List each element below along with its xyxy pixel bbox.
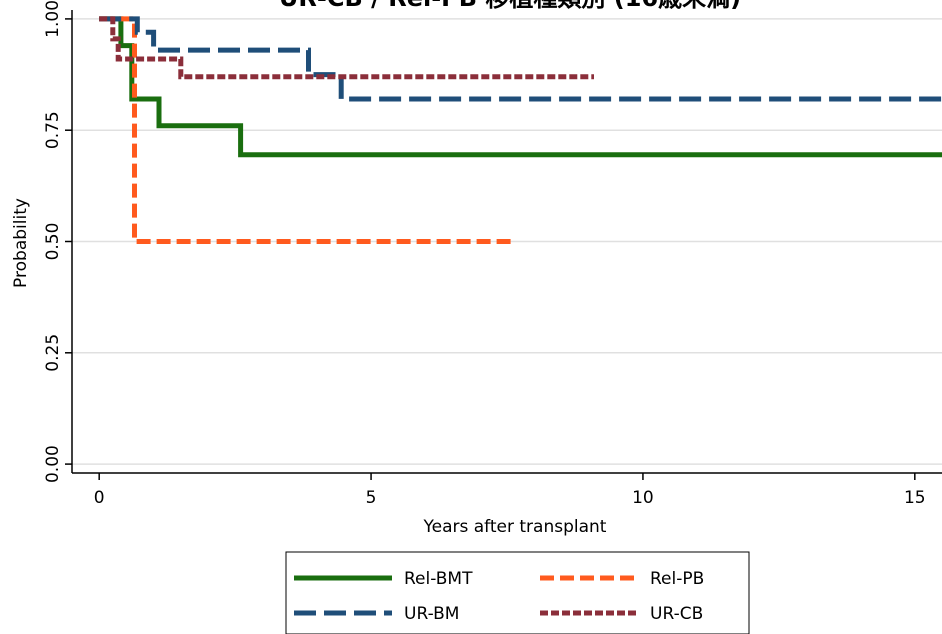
x-tick-label: 15 — [904, 488, 926, 508]
x-tick-label: 5 — [366, 488, 377, 508]
y-axis-title: Probability — [11, 198, 31, 288]
series-line-ur-cb — [99, 16, 594, 80]
y-tick-label: 0.25 — [43, 334, 63, 372]
x-axis-title: Years after transplant — [423, 517, 607, 537]
series-line-rel-pb — [99, 16, 513, 244]
series-lines — [99, 16, 942, 244]
y-tick-label: 1.00 — [43, 0, 63, 38]
legend-label: UR-BM — [404, 604, 459, 624]
legend-box — [285, 551, 750, 634]
legend-label: Rel-BMT — [404, 569, 473, 589]
series-line-ur-bm — [99, 16, 942, 102]
y-tick-label: 0.00 — [43, 445, 63, 483]
legend: Rel-BMT Rel-PB UR-BM UR-CB — [285, 551, 750, 634]
x-tick-label: 0 — [94, 488, 105, 508]
legend-label: Rel-PB — [650, 569, 704, 589]
y-tick-label: 0.75 — [43, 111, 63, 149]
y-tick-label: 0.50 — [43, 223, 63, 261]
legend-label: UR-CB — [650, 604, 703, 624]
series-line-rel-bmt — [99, 16, 942, 158]
chart-title: UR-CB / Rel-PB 移植種類別 (16歳未満) — [279, 0, 741, 12]
x-tick-label: 10 — [632, 488, 654, 508]
